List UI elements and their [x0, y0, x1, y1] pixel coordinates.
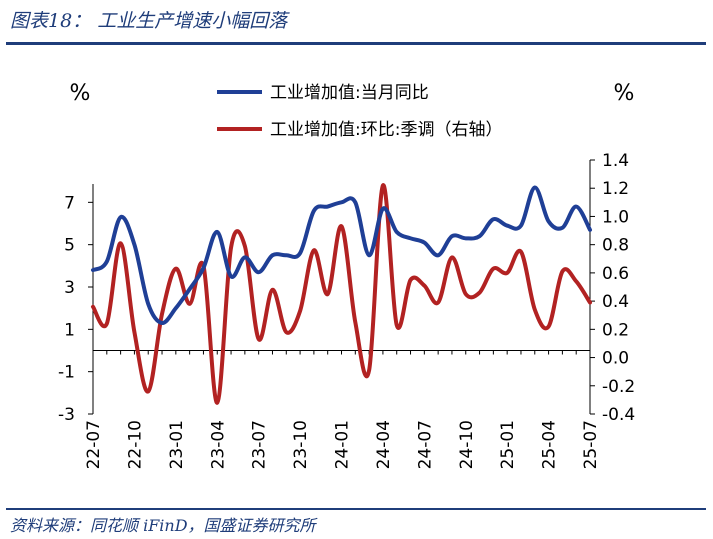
x-tick-label: 23-07: [250, 420, 270, 469]
x-tick-label: 25-07: [581, 420, 601, 469]
x-tick-label: 22-07: [84, 420, 104, 469]
x-tick-label: 22-10: [125, 420, 145, 469]
right-tick-label: 0.2: [602, 320, 629, 340]
right-tick-label: 0.4: [602, 292, 629, 312]
chart-series: [91, 183, 592, 405]
x-tick-label: 24-07: [415, 420, 435, 469]
x-tick-label: 23-04: [208, 420, 228, 469]
x-tick-label: 23-01: [167, 420, 187, 469]
top-divider: [6, 42, 706, 45]
legend-label: 工业增加值:环比:季调（右轴）: [270, 120, 502, 140]
chart-axes: -3 -1 1 3 5 7 -0.4 -0.2 0.0 0.2 0.4 0.6 0.8 1.0 1.2 1.4…: [58, 81, 635, 469]
left-axis-unit: %: [70, 81, 91, 106]
series-line-yoy: [91, 185, 592, 325]
series-line-mom: [91, 183, 592, 405]
x-tick-label: 25-04: [540, 420, 560, 469]
right-tick-label: -0.4: [602, 405, 635, 425]
right-tick-label: 1.2: [602, 179, 629, 199]
bottom-divider: [6, 508, 706, 510]
left-tick-label: 5: [64, 236, 75, 256]
right-tick-label: -0.2: [602, 377, 635, 397]
x-tick-label: 24-04: [374, 420, 394, 469]
left-tick-label: 3: [64, 278, 75, 298]
x-tick-label: 24-01: [333, 420, 353, 469]
source-note: 资料来源：同花顺 iFinD，国盛证券研究所: [10, 516, 316, 535]
right-tick-label: 1.0: [602, 207, 629, 227]
right-tick-label: 0.0: [602, 349, 629, 369]
figure-title: 图表18： 工业生产增速小幅回落: [10, 10, 288, 32]
legend-label: 工业增加值:当月同比: [270, 83, 429, 103]
left-tick-label: 1: [64, 320, 75, 340]
left-tick-label: 7: [64, 193, 75, 213]
x-tick-label: 24-10: [457, 420, 477, 469]
right-axis-unit: %: [614, 81, 635, 106]
x-tick-label: 23-10: [291, 420, 311, 469]
x-tick-label: 25-01: [498, 420, 518, 469]
left-tick-label: -1: [58, 363, 75, 383]
right-tick-label: 1.4: [602, 151, 629, 171]
left-tick-label: -3: [58, 405, 75, 425]
right-tick-label: 0.8: [602, 236, 629, 256]
right-tick-label: 0.6: [602, 264, 629, 284]
